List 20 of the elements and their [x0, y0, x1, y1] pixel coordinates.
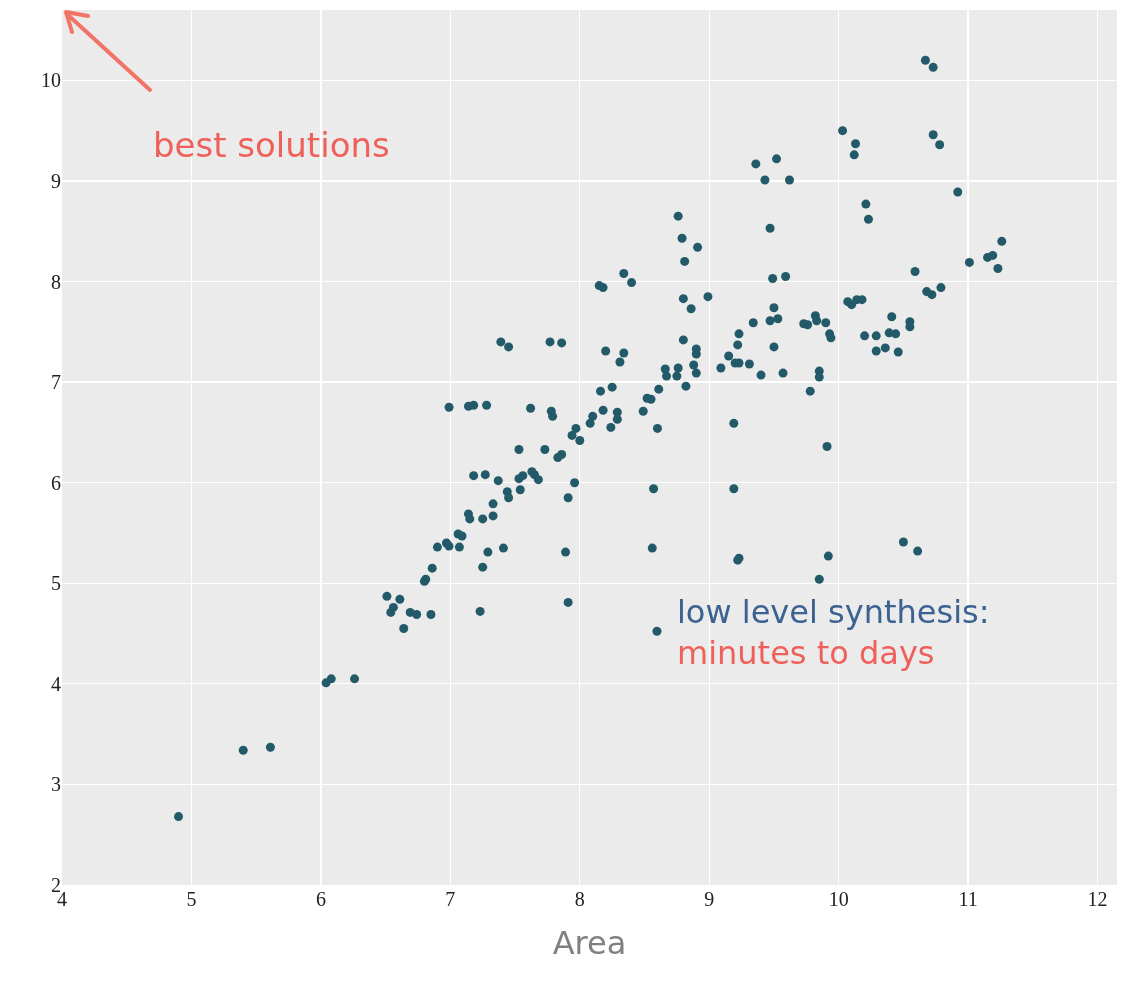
- x-axis-title: Area: [552, 923, 627, 962]
- x-tick-label: 6: [315, 888, 326, 910]
- y-tick-label: 8: [51, 270, 61, 293]
- y-tick-label: 6: [51, 471, 61, 494]
- y-tick-label: 2: [51, 874, 61, 896]
- y-tick-label: 3: [51, 773, 61, 796]
- x-tick-label: 9: [704, 888, 715, 910]
- x-tick-label: 8: [574, 888, 585, 910]
- y-tick-label: 5: [51, 572, 61, 595]
- x-tick-label: 11: [958, 888, 978, 910]
- y-tick-label: 7: [51, 371, 61, 394]
- y-tick-label: 10: [41, 69, 61, 92]
- x-tick-label: 10: [828, 888, 849, 910]
- y-tick-label: 4: [51, 672, 61, 695]
- annotation: best solutions: [153, 125, 390, 165]
- x-tick-label: 7: [445, 888, 456, 910]
- legend-label: low level synthesis: minutes to days: [676, 592, 990, 673]
- x-tick-label: 5: [186, 888, 197, 910]
- x-tick-label: 12: [1087, 888, 1108, 910]
- y-tick-label: 9: [51, 169, 61, 192]
